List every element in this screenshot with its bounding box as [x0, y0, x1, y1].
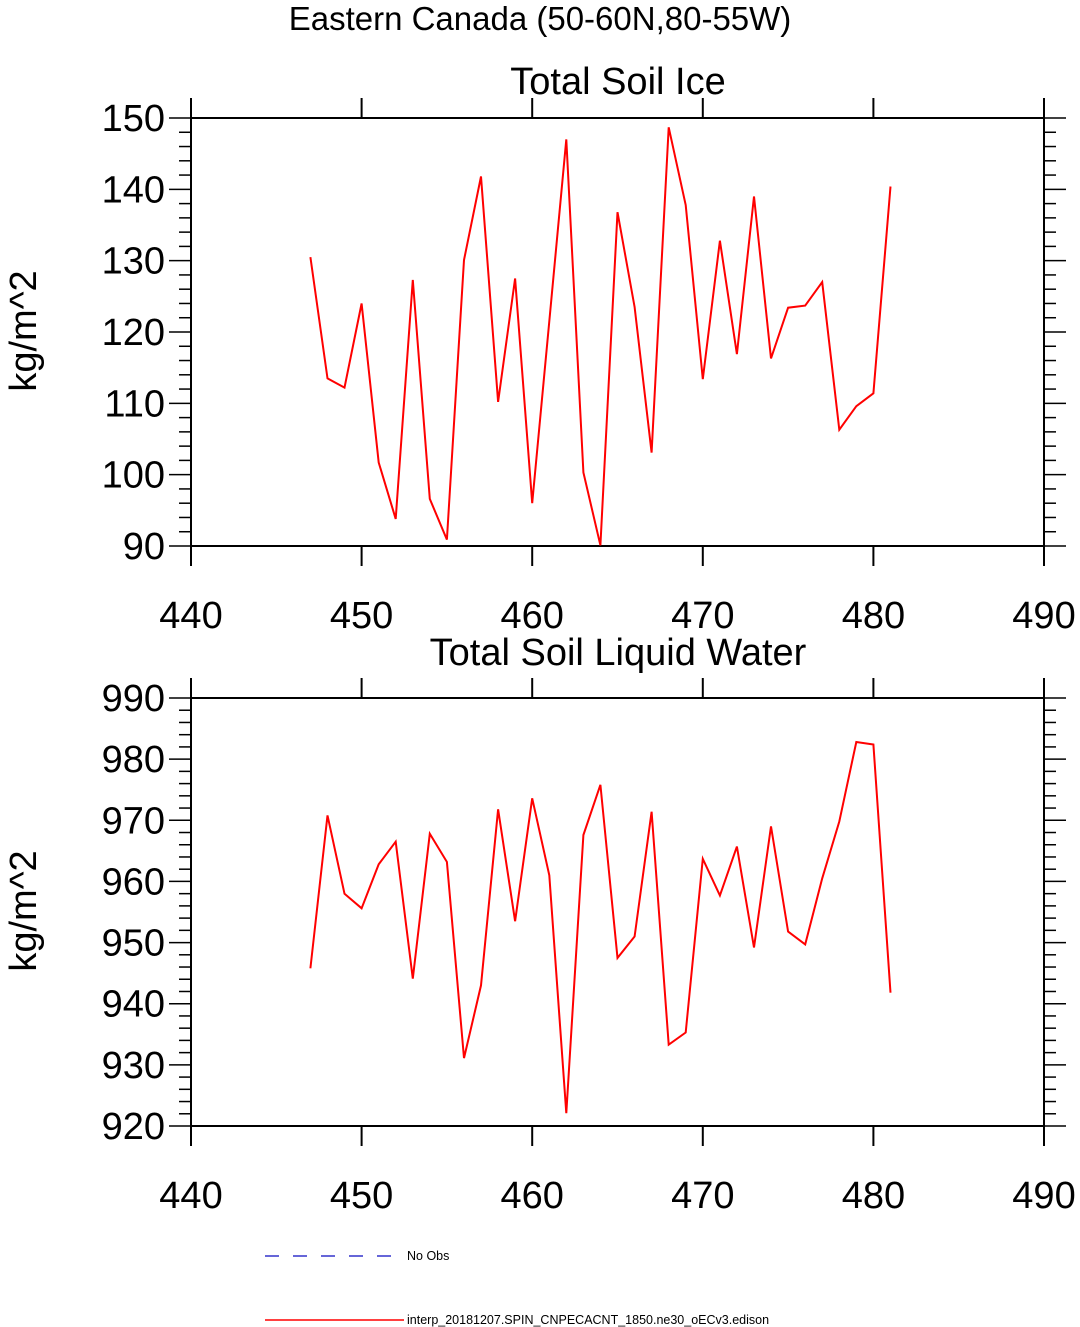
plot-frame	[190, 117, 1045, 547]
x-tick-label: 490	[1012, 595, 1075, 637]
chart-panel-soil-liquid-water: Total Soil Liquid Water kg/m^2 440 450 460…	[3, 632, 1076, 1217]
y-tick-label: 960	[102, 861, 165, 903]
y-tick-label: 980	[102, 739, 165, 781]
x-tick-label: 470	[671, 595, 734, 637]
chart-title: Total Soil Ice	[510, 61, 725, 103]
series-line	[309, 127, 892, 546]
y-tick-label: 970	[102, 800, 165, 842]
y-tick-label: 920	[102, 1106, 165, 1148]
y-tick-label: 950	[102, 923, 165, 965]
x-tick-label: 480	[842, 1175, 905, 1217]
y-tick-label: 90	[123, 526, 165, 568]
x-tick-label: 460	[500, 1175, 563, 1217]
x-tick-label: 450	[330, 1175, 393, 1217]
legend-label-no-obs: No Obs	[407, 1249, 449, 1263]
x-tick-label: 460	[500, 595, 563, 637]
y-tick-label: 990	[102, 678, 165, 720]
chart-title: Total Soil Liquid Water	[430, 632, 807, 674]
x-tick-label: 450	[330, 595, 393, 637]
x-tick-label: 440	[159, 1175, 222, 1217]
y-axis-label: kg/m^2	[3, 270, 45, 391]
y-tick-label: 130	[102, 241, 165, 283]
chart-panel-soil-ice: Total Soil Ice kg/m^2 440 450 460 470 480 490…	[3, 61, 1076, 637]
y-tick-label: 150	[102, 98, 165, 140]
x-tick-label: 440	[159, 595, 222, 637]
y-tick-label: 930	[102, 1045, 165, 1087]
y-tick-label: 110	[104, 383, 165, 425]
y-tick-label: 940	[102, 984, 165, 1026]
x-tick-label: 480	[842, 595, 905, 637]
x-tick-label: 470	[671, 1175, 734, 1217]
y-tick-label: 100	[102, 455, 165, 497]
figure-title: Eastern Canada (50-60N,80-55W)	[289, 0, 792, 37]
legend: No Obs interp_20181207.SPIN_CNPECACNT_18…	[265, 1249, 769, 1327]
y-tick-label: 120	[102, 312, 165, 354]
plot-frame	[190, 697, 1045, 1127]
series-line	[309, 740, 892, 1114]
legend-label-model: interp_20181207.SPIN_CNPECACNT_1850.ne30…	[407, 1313, 769, 1327]
x-tick-label: 490	[1012, 1175, 1075, 1217]
y-tick-label: 140	[102, 169, 165, 211]
y-axis-label: kg/m^2	[3, 850, 45, 971]
